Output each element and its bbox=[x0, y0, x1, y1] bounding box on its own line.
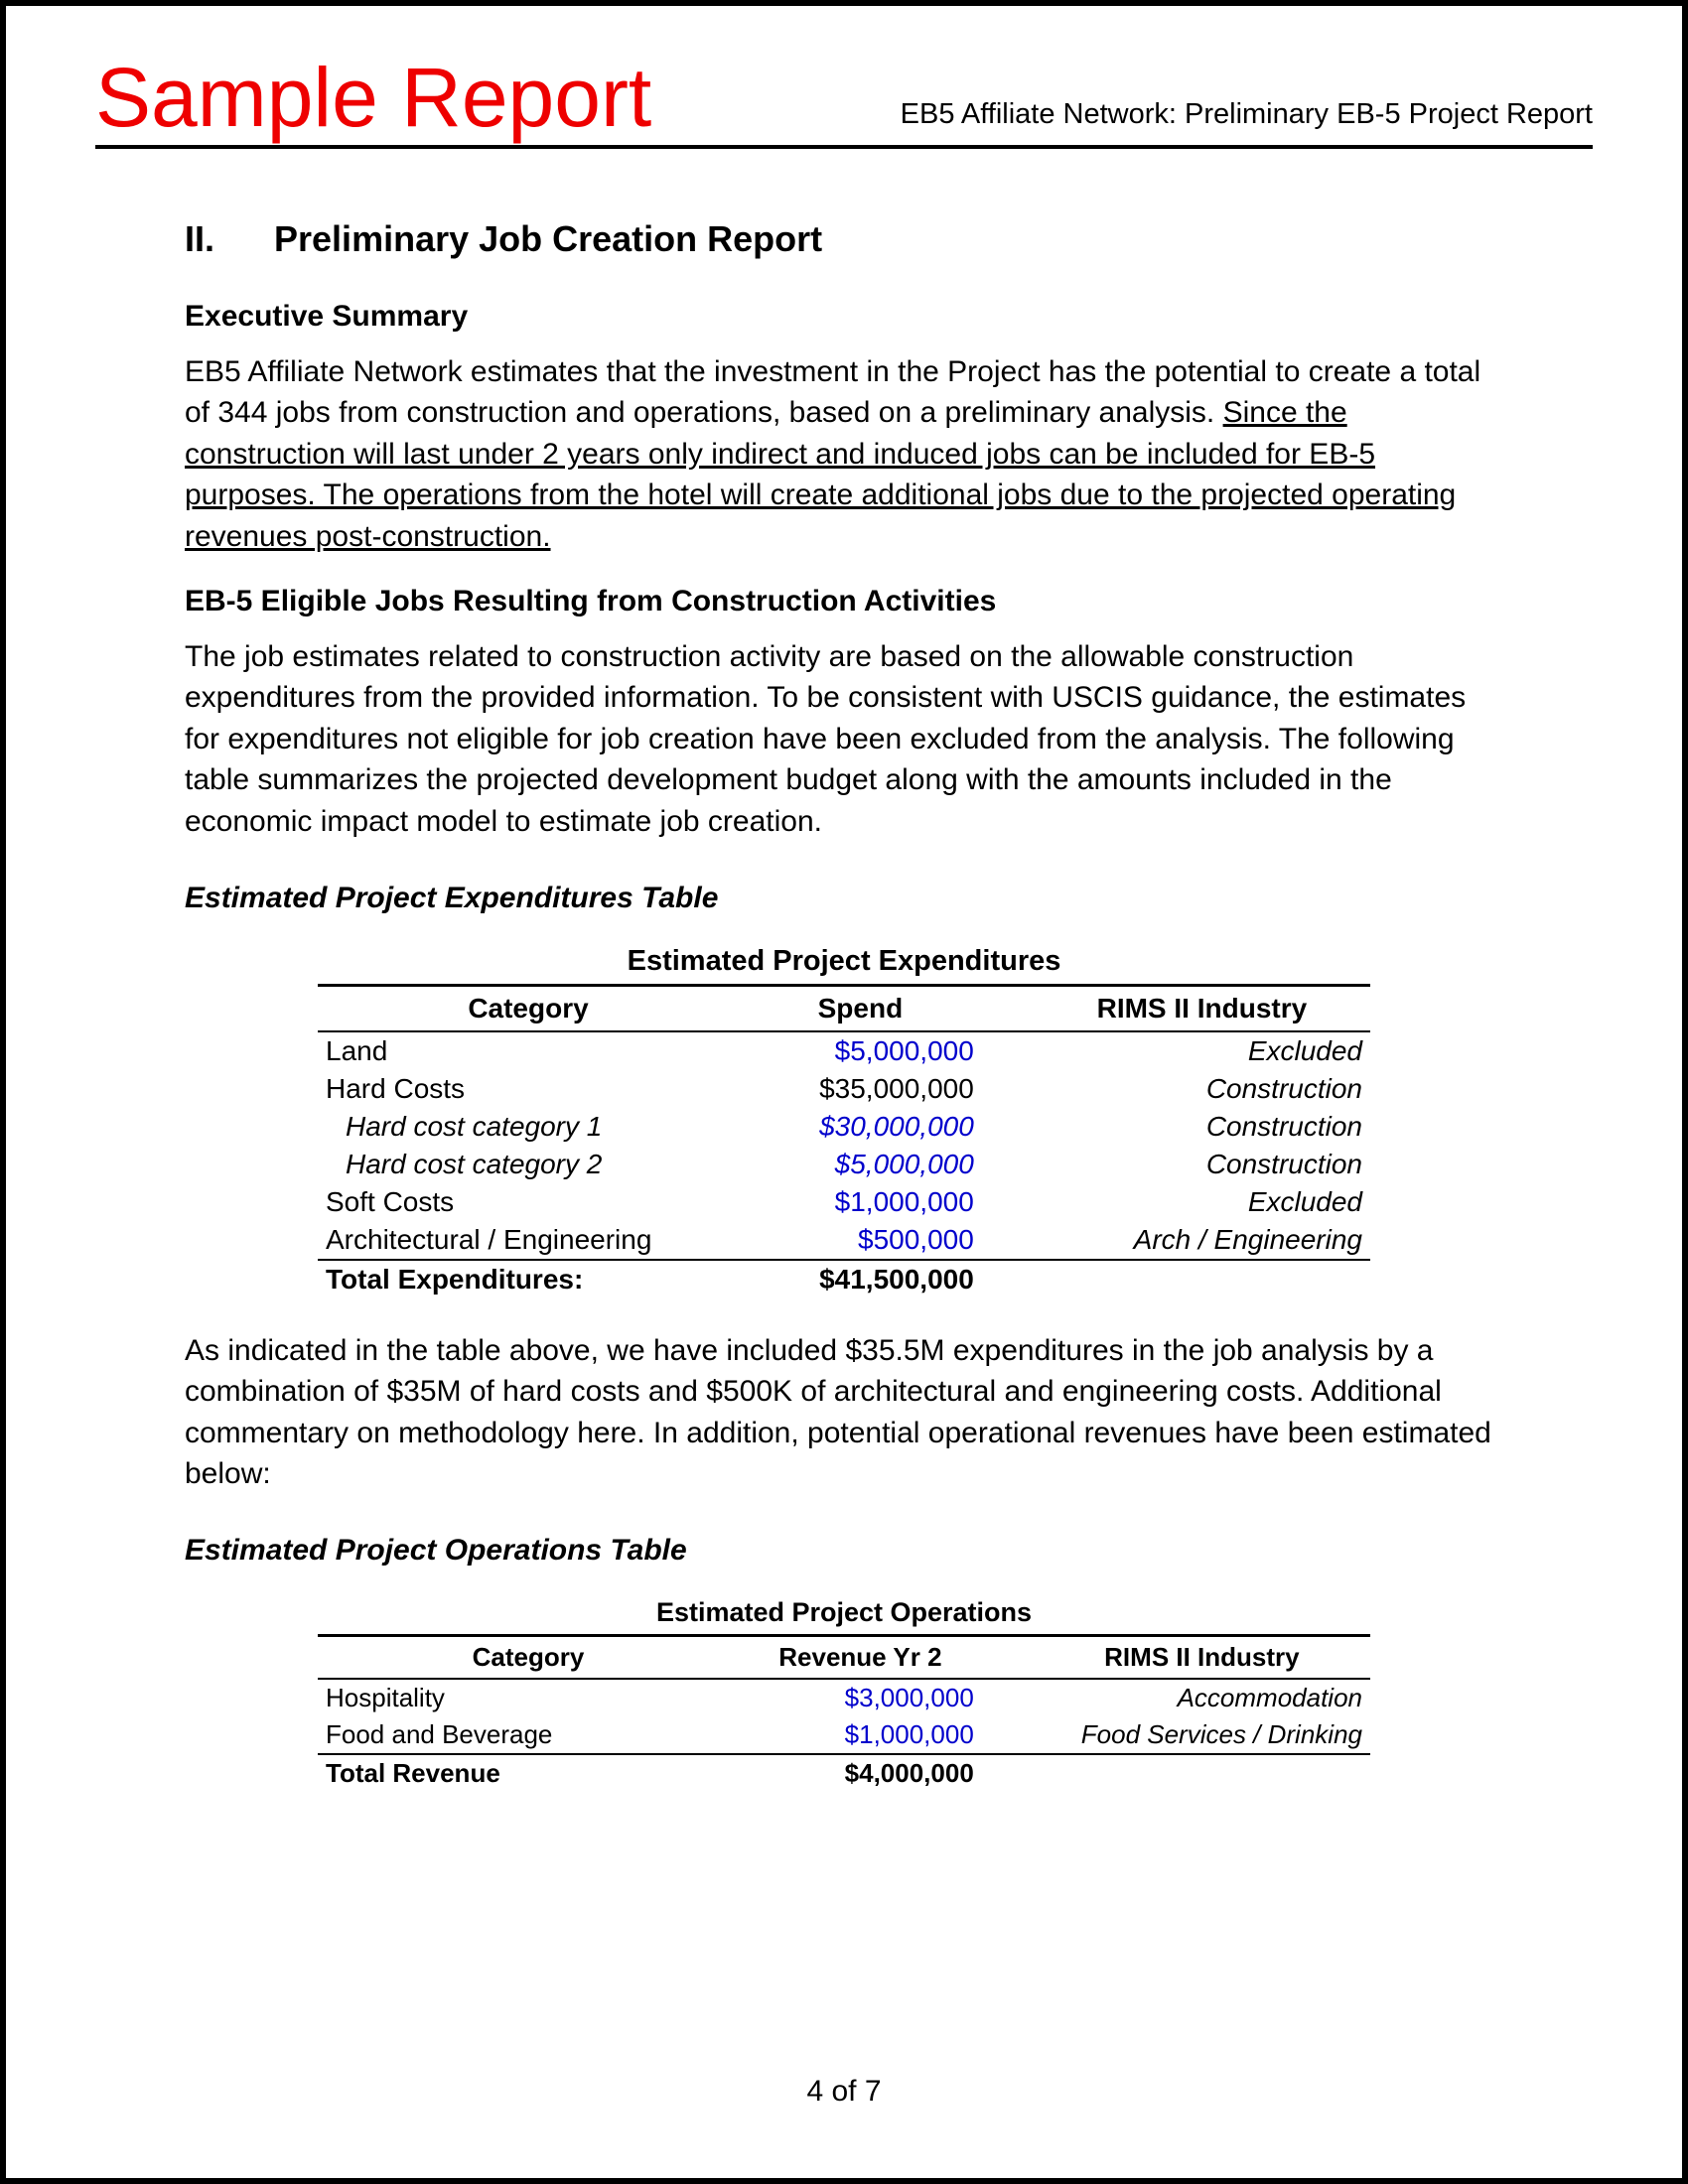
col-industry: RIMS II Industry bbox=[1034, 1636, 1370, 1680]
table-row: Food and Beverage$1,000,000Food Services… bbox=[318, 1716, 1370, 1754]
cell-value: $5,000,000 bbox=[739, 1146, 1034, 1183]
total-value: $41,500,000 bbox=[739, 1260, 1034, 1298]
page-header: Sample Report EB5 Affiliate Network: Pre… bbox=[95, 56, 1593, 149]
table-header-row: Category Spend RIMS II Industry bbox=[318, 985, 1370, 1031]
table-row: Architectural / Engineering$500,000Arch … bbox=[318, 1221, 1370, 1260]
cell-value: $35,000,000 bbox=[739, 1070, 1034, 1108]
cell-category: Hard cost category 1 bbox=[318, 1108, 739, 1146]
cell-value: $1,000,000 bbox=[739, 1716, 1034, 1754]
operations-table-title: Estimated Project Operations bbox=[318, 1597, 1370, 1628]
cell-industry: Construction bbox=[1034, 1146, 1370, 1183]
cell-category: Land bbox=[318, 1031, 739, 1070]
total-label: Total Revenue bbox=[318, 1754, 739, 1792]
header-subtitle: EB5 Affiliate Network: Preliminary EB-5 … bbox=[651, 98, 1593, 139]
total-value: $4,000,000 bbox=[739, 1754, 1034, 1792]
cell-value: $3,000,000 bbox=[739, 1679, 1034, 1716]
document-page: Sample Report EB5 Affiliate Network: Pre… bbox=[0, 0, 1688, 2184]
total-label: Total Expenditures: bbox=[318, 1260, 739, 1298]
expenditures-table-title: Estimated Project Expenditures bbox=[318, 945, 1370, 978]
cell-value: $1,000,000 bbox=[739, 1183, 1034, 1221]
col-revenue: Revenue Yr 2 bbox=[739, 1636, 1034, 1680]
cell-industry: Accommodation bbox=[1034, 1679, 1370, 1716]
col-spend: Spend bbox=[739, 985, 1034, 1031]
operations-table: Category Revenue Yr 2 RIMS II Industry H… bbox=[318, 1634, 1370, 1792]
operations-table-wrap: Estimated Project Operations Category Re… bbox=[318, 1597, 1370, 1792]
table-row: Hard cost category 1$30,000,000Construct… bbox=[318, 1108, 1370, 1146]
page-content: II. Preliminary Job Creation Report Exec… bbox=[95, 218, 1593, 1792]
table-header-row: Category Revenue Yr 2 RIMS II Industry bbox=[318, 1636, 1370, 1680]
section-heading: II. Preliminary Job Creation Report bbox=[185, 218, 1503, 260]
table-total-row: Total Revenue$4,000,000 bbox=[318, 1754, 1370, 1792]
construction-heading: EB-5 Eligible Jobs Resulting from Constr… bbox=[185, 585, 1503, 618]
ops-table-heading: Estimated Project Operations Table bbox=[185, 1534, 1503, 1568]
cell-industry: Arch / Engineering bbox=[1034, 1221, 1370, 1260]
cell-value: $500,000 bbox=[739, 1221, 1034, 1260]
expenditures-table-wrap: Estimated Project Expenditures Category … bbox=[318, 945, 1370, 1298]
cell-industry: Food Services / Drinking bbox=[1034, 1716, 1370, 1754]
exec-summary-heading: Executive Summary bbox=[185, 300, 1503, 334]
cell-category: Food and Beverage bbox=[318, 1716, 739, 1754]
cell-category: Soft Costs bbox=[318, 1183, 739, 1221]
table-row: Land$5,000,000Excluded bbox=[318, 1031, 1370, 1070]
cell-category: Hard cost category 2 bbox=[318, 1146, 739, 1183]
page-number: 4 of 7 bbox=[6, 2075, 1682, 2109]
col-industry: RIMS II Industry bbox=[1034, 985, 1370, 1031]
exec-summary-paragraph: EB5 Affiliate Network estimates that the… bbox=[185, 351, 1503, 557]
table-row: Soft Costs$1,000,000Excluded bbox=[318, 1183, 1370, 1221]
cell-category: Hard Costs bbox=[318, 1070, 739, 1108]
cell-industry: Construction bbox=[1034, 1070, 1370, 1108]
col-category: Category bbox=[318, 1636, 739, 1680]
total-blank bbox=[1034, 1260, 1370, 1298]
section-title-text: Preliminary Job Creation Report bbox=[274, 218, 822, 259]
table-row: Hard cost category 2$5,000,000Constructi… bbox=[318, 1146, 1370, 1183]
after-expend-paragraph: As indicated in the table above, we have… bbox=[185, 1330, 1503, 1495]
cell-industry: Excluded bbox=[1034, 1183, 1370, 1221]
total-blank bbox=[1034, 1754, 1370, 1792]
section-number: II. bbox=[185, 218, 264, 260]
expend-table-heading: Estimated Project Expenditures Table bbox=[185, 882, 1503, 915]
expenditures-table: Category Spend RIMS II Industry Land$5,0… bbox=[318, 984, 1370, 1298]
cell-value: $30,000,000 bbox=[739, 1108, 1034, 1146]
cell-industry: Construction bbox=[1034, 1108, 1370, 1146]
cell-category: Hospitality bbox=[318, 1679, 739, 1716]
col-category: Category bbox=[318, 985, 739, 1031]
table-row: Hard Costs$35,000,000Construction bbox=[318, 1070, 1370, 1108]
watermark-title: Sample Report bbox=[95, 56, 651, 139]
table-row: Hospitality$3,000,000Accommodation bbox=[318, 1679, 1370, 1716]
cell-category: Architectural / Engineering bbox=[318, 1221, 739, 1260]
construction-paragraph: The job estimates related to constructio… bbox=[185, 636, 1503, 842]
cell-industry: Excluded bbox=[1034, 1031, 1370, 1070]
table-total-row: Total Expenditures:$41,500,000 bbox=[318, 1260, 1370, 1298]
cell-value: $5,000,000 bbox=[739, 1031, 1034, 1070]
